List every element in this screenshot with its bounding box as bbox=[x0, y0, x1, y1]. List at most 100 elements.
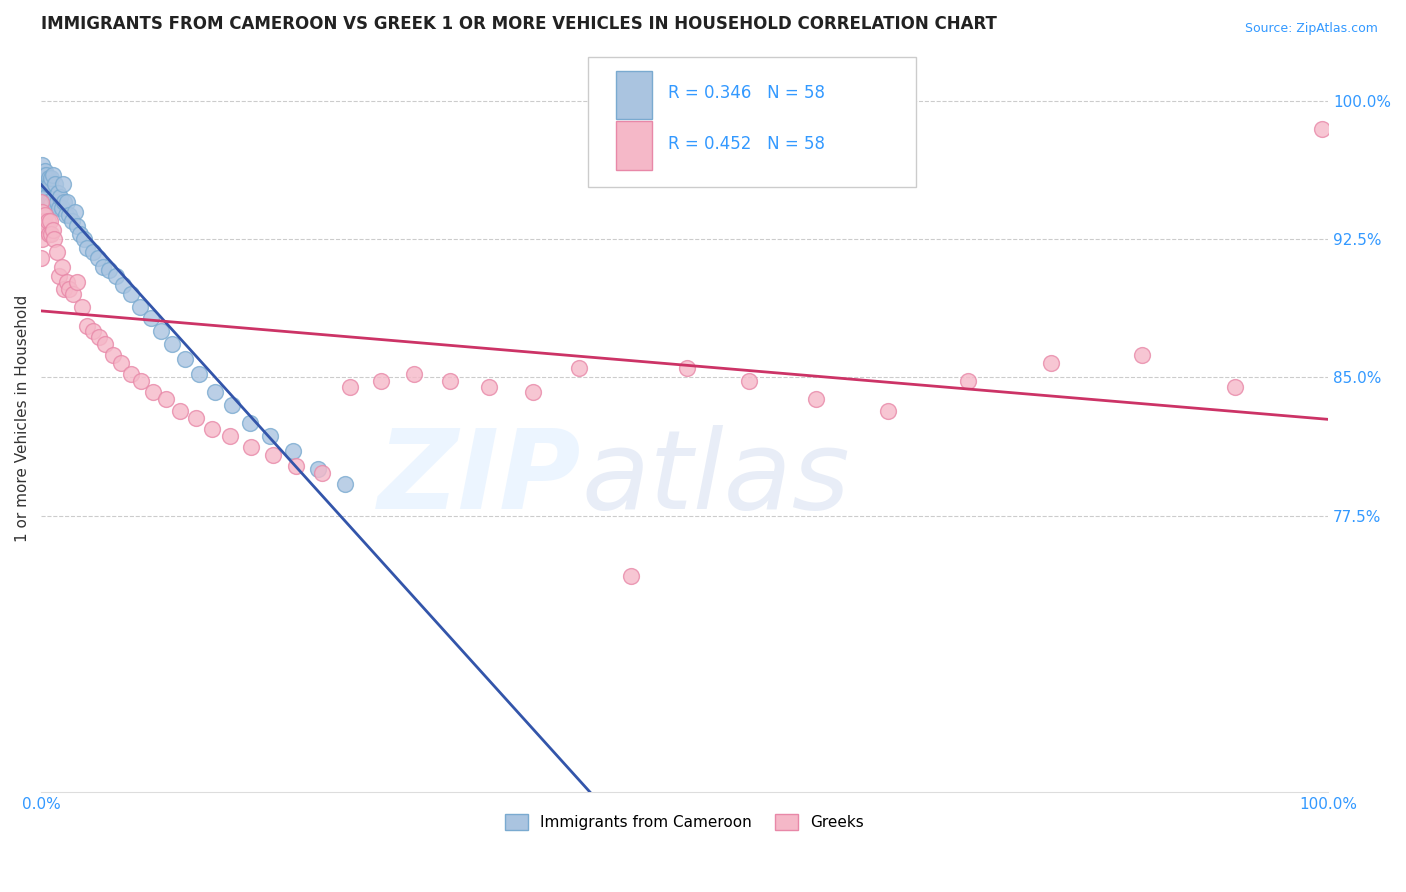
Point bbox=[30, 223, 52, 237]
Point bbox=[201, 422, 224, 436]
Point bbox=[76, 241, 98, 255]
Point bbox=[142, 385, 165, 400]
Point bbox=[568, 361, 591, 376]
FancyBboxPatch shape bbox=[616, 70, 652, 120]
Point bbox=[239, 417, 262, 431]
Point bbox=[404, 367, 426, 381]
Point bbox=[32, 168, 55, 182]
Point bbox=[48, 201, 70, 215]
Point bbox=[41, 171, 63, 186]
Point bbox=[34, 208, 56, 222]
FancyBboxPatch shape bbox=[616, 121, 652, 170]
Point bbox=[262, 448, 284, 462]
Point bbox=[49, 190, 72, 204]
Point bbox=[35, 168, 58, 182]
Point bbox=[284, 458, 307, 473]
Point bbox=[72, 232, 94, 246]
Point bbox=[63, 204, 86, 219]
Text: R = 0.452   N = 58: R = 0.452 N = 58 bbox=[668, 135, 825, 153]
Point bbox=[131, 374, 153, 388]
Point bbox=[66, 219, 89, 234]
Point bbox=[76, 318, 98, 333]
Point bbox=[87, 330, 110, 344]
Point bbox=[221, 398, 243, 412]
Point bbox=[69, 227, 91, 241]
Point bbox=[38, 227, 60, 241]
Point bbox=[38, 171, 60, 186]
Point bbox=[41, 227, 63, 241]
Point bbox=[149, 324, 172, 338]
Point bbox=[259, 429, 281, 443]
Point bbox=[104, 268, 127, 283]
Point bbox=[370, 374, 392, 388]
Point bbox=[956, 374, 979, 388]
Point bbox=[48, 268, 70, 283]
Point bbox=[42, 232, 65, 246]
Point bbox=[103, 348, 125, 362]
Point bbox=[82, 245, 104, 260]
Point bbox=[87, 251, 110, 265]
Text: atlas: atlas bbox=[582, 425, 851, 532]
Point bbox=[439, 374, 461, 388]
Point bbox=[31, 204, 53, 219]
Point bbox=[204, 385, 226, 400]
Point bbox=[41, 223, 63, 237]
Point bbox=[169, 403, 191, 417]
Point bbox=[30, 251, 52, 265]
Point bbox=[45, 245, 67, 260]
Point bbox=[58, 282, 80, 296]
Point bbox=[311, 466, 333, 480]
Point bbox=[42, 190, 65, 204]
Point bbox=[91, 260, 114, 274]
Point bbox=[35, 190, 58, 204]
Point bbox=[44, 177, 66, 191]
Point bbox=[53, 195, 76, 210]
Point bbox=[30, 195, 52, 210]
Point bbox=[82, 324, 104, 338]
Point bbox=[52, 177, 75, 191]
Point bbox=[110, 356, 132, 370]
Text: ZIP: ZIP bbox=[378, 425, 582, 532]
Point bbox=[41, 168, 63, 182]
Point bbox=[184, 410, 207, 425]
Point bbox=[32, 195, 55, 210]
Point bbox=[31, 186, 53, 200]
Point bbox=[139, 311, 162, 326]
Text: IMMIGRANTS FROM CAMEROON VS GREEK 1 OR MORE VEHICLES IN HOUSEHOLD CORRELATION CH: IMMIGRANTS FROM CAMEROON VS GREEK 1 OR M… bbox=[41, 15, 997, 33]
Point bbox=[188, 367, 211, 381]
Point bbox=[37, 213, 59, 227]
Point bbox=[37, 177, 59, 191]
Point bbox=[676, 361, 699, 376]
Point bbox=[39, 213, 62, 227]
Point bbox=[98, 263, 121, 277]
Point bbox=[522, 385, 544, 400]
Point bbox=[94, 337, 117, 351]
Point bbox=[283, 444, 305, 458]
Point bbox=[56, 195, 79, 210]
Point bbox=[32, 213, 55, 227]
Point bbox=[58, 208, 80, 222]
Point bbox=[478, 379, 501, 393]
Point bbox=[239, 441, 262, 455]
Point bbox=[30, 177, 52, 191]
Point bbox=[120, 287, 142, 301]
Point bbox=[53, 282, 76, 296]
Point bbox=[112, 278, 135, 293]
Point bbox=[162, 337, 184, 351]
Point bbox=[60, 213, 83, 227]
Point bbox=[45, 195, 67, 210]
Point bbox=[738, 374, 761, 388]
Y-axis label: 1 or more Vehicles in Household: 1 or more Vehicles in Household bbox=[15, 295, 30, 542]
Point bbox=[34, 177, 56, 191]
Point bbox=[39, 195, 62, 210]
Point bbox=[129, 301, 152, 315]
Point bbox=[31, 177, 53, 191]
Point bbox=[219, 429, 242, 443]
Legend: Immigrants from Cameroon, Greeks: Immigrants from Cameroon, Greeks bbox=[499, 808, 870, 837]
Point bbox=[31, 232, 53, 246]
Point bbox=[804, 392, 827, 407]
Point bbox=[1040, 356, 1063, 370]
Point bbox=[34, 164, 56, 178]
Point bbox=[62, 287, 84, 301]
Point bbox=[877, 403, 900, 417]
